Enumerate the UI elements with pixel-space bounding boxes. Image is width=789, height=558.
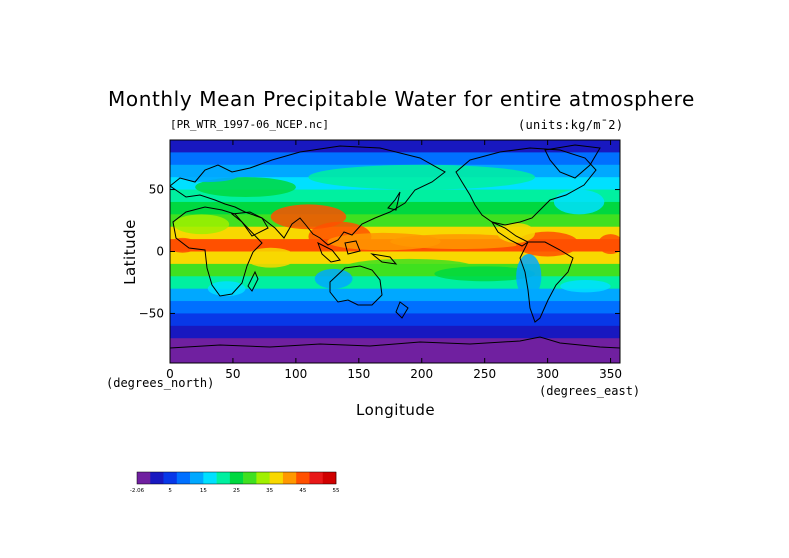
coastline-new-guinea	[370, 253, 398, 265]
precipitation-anomaly	[497, 223, 536, 243]
coastlines	[170, 144, 620, 349]
colorbar-swatch	[216, 472, 231, 484]
precipitation-anomaly	[346, 258, 473, 274]
colorbar-label: 35	[266, 488, 273, 494]
coastline-arabia	[230, 211, 269, 237]
colorbar-swatch	[243, 472, 257, 484]
coastline-antarctica	[170, 336, 620, 349]
latitude-band	[170, 288, 620, 302]
precipitation-anomaly	[390, 234, 529, 250]
precipitation-anomaly	[173, 214, 230, 235]
colorbar-label: 55	[333, 488, 340, 494]
colorbar-swatch	[309, 472, 324, 484]
colorbar-swatch	[282, 472, 297, 484]
x-axis-label: Longitude	[356, 401, 436, 419]
x-tick-label: 350	[599, 367, 622, 381]
x-tick-label: 100	[284, 367, 307, 381]
x-axis-units: (degrees_north)	[106, 376, 215, 390]
colorbar-swatch	[150, 472, 164, 484]
latitude-band	[170, 152, 620, 166]
precipitation-anomaly	[245, 247, 296, 268]
coastline-eurasia	[170, 145, 446, 246]
colorbar-swatch	[256, 472, 270, 484]
latitude-band	[170, 350, 620, 363]
colorbar-label: 5	[168, 488, 172, 494]
x-tick-label: 250	[473, 367, 496, 381]
colorbar: -2.06 5 15 25 35 45 55	[130, 471, 340, 494]
x-tick-label: 0	[166, 367, 174, 381]
colorbar-label: 15	[200, 488, 207, 494]
coastline-africa	[172, 206, 263, 297]
coastline-borneo-sumatra	[317, 240, 361, 263]
colorbar-label: -2.06	[130, 488, 145, 494]
colorbar-swatch	[137, 472, 151, 484]
coastline-australia	[329, 265, 383, 306]
precipitation-anomaly	[516, 253, 542, 299]
colorbar-label: 25	[233, 488, 240, 494]
latitude-band	[170, 301, 620, 314]
precipitation-anomaly	[597, 234, 620, 254]
precipitation-anomaly	[560, 279, 611, 293]
colorbar-swatch	[190, 472, 204, 484]
colorbar-label: 45	[299, 488, 306, 494]
colorbar-swatch	[296, 472, 310, 484]
colorbar-swatch	[203, 472, 217, 484]
colorbar-swatch	[322, 472, 337, 484]
coastline-new-zealand	[395, 301, 409, 319]
y-tick-label: −50	[139, 306, 164, 320]
latitude-band	[170, 140, 620, 153]
precipitation-anomaly	[176, 167, 240, 183]
latitude-band	[170, 325, 620, 339]
precipitation-anomaly	[170, 237, 198, 253]
colorbar-swatch	[163, 472, 178, 484]
coastline-greenland	[544, 144, 601, 179]
coastline-north-america	[455, 147, 597, 226]
colorbar-frame	[136, 471, 337, 485]
y-tick-label: 0	[156, 245, 164, 259]
x-tick-label: 300	[536, 367, 559, 381]
chart-title: Monthly Mean Precipitable Water for enti…	[108, 87, 695, 111]
latitude-band	[170, 338, 620, 352]
units-label: (units:kg/m¯2)	[518, 118, 624, 132]
source-file-label: [PR_WTR_1997-06_NCEP.nc]	[170, 118, 329, 131]
colorbar-swatch	[229, 472, 244, 484]
x-tick-label: 200	[410, 367, 433, 381]
precipitation-anomaly	[308, 164, 536, 190]
precipitation-anomaly	[195, 177, 296, 197]
coastline-japan	[387, 191, 401, 211]
plot-area	[170, 140, 620, 363]
x-tick-label: 150	[347, 367, 370, 381]
precipitation-anomaly	[270, 204, 347, 230]
y-axis-units: (degrees_east)	[539, 384, 641, 398]
colorbar-swatch	[269, 472, 284, 484]
x-tick-label: 50	[225, 367, 240, 381]
coastline-central-america	[490, 220, 529, 247]
coastline-madagascar	[247, 270, 259, 292]
y-axis-label: Latitude	[121, 219, 139, 285]
colorbar-swatch	[176, 472, 191, 484]
y-tick-label: 50	[149, 183, 164, 197]
precipitation-anomaly	[207, 281, 246, 297]
precipitation-anomaly	[553, 189, 605, 215]
latitude-band	[170, 313, 620, 327]
precipitation-anomaly	[434, 266, 536, 282]
coastline-south-america	[519, 241, 574, 323]
